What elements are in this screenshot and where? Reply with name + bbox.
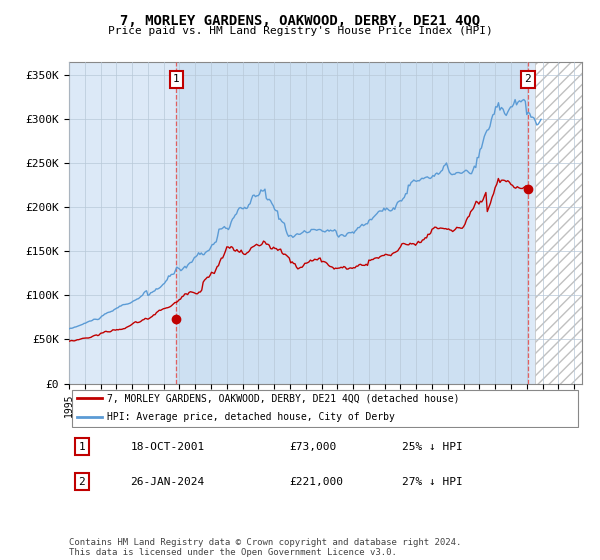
Text: 7, MORLEY GARDENS, OAKWOOD, DERBY, DE21 4QQ (detached house): 7, MORLEY GARDENS, OAKWOOD, DERBY, DE21 … bbox=[107, 393, 460, 403]
Text: 18-OCT-2001: 18-OCT-2001 bbox=[131, 442, 205, 451]
FancyBboxPatch shape bbox=[71, 390, 578, 427]
Text: 7, MORLEY GARDENS, OAKWOOD, DERBY, DE21 4QQ: 7, MORLEY GARDENS, OAKWOOD, DERBY, DE21 … bbox=[120, 14, 480, 28]
Text: Price paid vs. HM Land Registry's House Price Index (HPI): Price paid vs. HM Land Registry's House … bbox=[107, 26, 493, 36]
Bar bbox=[176, 62, 528, 384]
Text: 26-JAN-2024: 26-JAN-2024 bbox=[131, 477, 205, 487]
Text: 1: 1 bbox=[173, 74, 180, 85]
Text: £221,000: £221,000 bbox=[290, 477, 344, 487]
Text: 25% ↓ HPI: 25% ↓ HPI bbox=[403, 442, 463, 451]
Bar bbox=[535, 62, 582, 384]
Text: 1: 1 bbox=[79, 442, 85, 451]
Text: HPI: Average price, detached house, City of Derby: HPI: Average price, detached house, City… bbox=[107, 412, 395, 422]
Text: Contains HM Land Registry data © Crown copyright and database right 2024.
This d: Contains HM Land Registry data © Crown c… bbox=[69, 538, 461, 557]
Text: 2: 2 bbox=[524, 74, 531, 85]
Text: £73,000: £73,000 bbox=[290, 442, 337, 451]
Text: 27% ↓ HPI: 27% ↓ HPI bbox=[403, 477, 463, 487]
Text: 2: 2 bbox=[79, 477, 85, 487]
